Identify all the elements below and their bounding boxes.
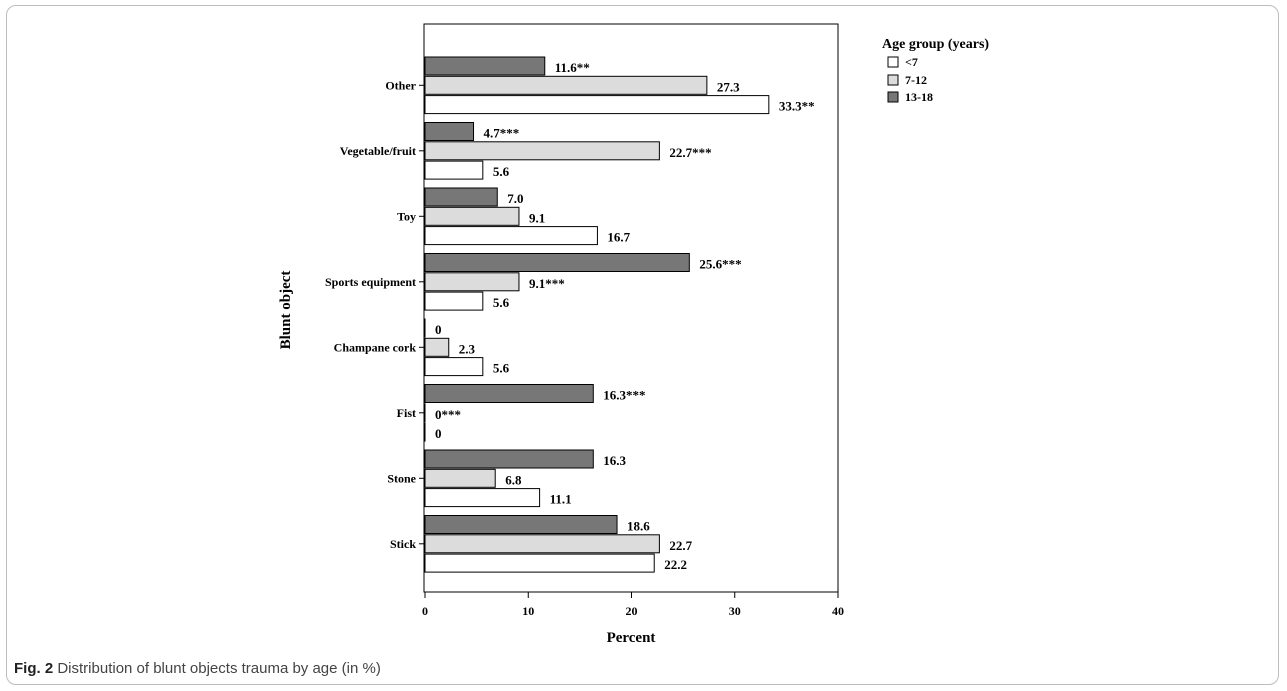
bar-stone-7to12	[424, 468, 496, 488]
bar-stick-7to12	[424, 534, 660, 554]
legend-title: Age group (years)	[882, 37, 989, 52]
bar-fist-13to18	[424, 384, 594, 403]
bar-stone-13to18	[424, 449, 594, 469]
data-label-fist-lt7: 0	[435, 426, 442, 441]
x-axis-label: Percent	[607, 630, 656, 646]
data-label-toy-13to18: 7.0	[507, 191, 523, 206]
caption-label: Fig. 2	[14, 660, 54, 677]
y-tick-label-stick: Stick	[390, 537, 416, 551]
data-label-champane-cork-lt7: 5.6	[493, 361, 510, 376]
data-label-sports-equipment-7to12: 9.1***	[529, 276, 565, 291]
y-tick-label-toy: Toy	[397, 209, 416, 223]
legend-swatch-7to12	[887, 74, 899, 86]
caption-text: Distribution of blunt objects trauma by …	[57, 660, 381, 677]
bar-sports-equipment-13to18	[424, 253, 690, 272]
data-label-stone-lt7: 11.1	[550, 492, 572, 507]
legend: Age group (years) <7 7-12 13-18	[882, 37, 989, 104]
data-label-vegetable-fruit-13to18: 4.7***	[484, 126, 520, 141]
data-label-stick-13to18: 18.6	[627, 519, 650, 534]
data-label-stone-7to12: 6.8	[505, 472, 522, 487]
data-label-other-13to18: 11.6**	[555, 60, 590, 75]
data-label-vegetable-fruit-7to12: 22.7***	[669, 145, 711, 160]
data-label-vegetable-fruit-lt7: 5.6	[493, 164, 510, 179]
bar-champane-cork-lt7	[424, 357, 484, 377]
y-tick-label-vegetable-fruit: Vegetable/fruit	[340, 144, 416, 158]
bar-stone-lt7	[424, 488, 541, 508]
data-label-stone-13to18: 16.3	[603, 453, 626, 468]
data-label-other-7to12: 27.3	[717, 79, 740, 94]
x-tick-label-40: 40	[832, 604, 844, 618]
bar-toy-7to12	[424, 206, 520, 226]
legend-label-7to12: 7-12	[905, 73, 927, 87]
data-label-toy-7to12: 9.1	[529, 210, 545, 225]
x-tick-label-0: 0	[422, 604, 428, 618]
bar-vegetable-fruit-lt7	[424, 160, 484, 180]
figure-caption: Fig. 2 Distribution of blunt objects tra…	[14, 660, 381, 682]
y-axis-label: Blunt object	[278, 271, 294, 350]
y-tick-label-fist: Fist	[397, 406, 416, 420]
bar-sports-equipment-7to12	[424, 272, 520, 292]
bar-other-7to12	[424, 75, 708, 95]
x-tick-label-20: 20	[626, 604, 638, 618]
data-label-toy-lt7: 16.7	[607, 230, 630, 245]
data-label-stick-7to12: 22.7	[669, 538, 692, 553]
x-tick-label-10: 10	[522, 604, 534, 618]
data-label-fist-13to18: 16.3***	[603, 388, 645, 403]
legend-swatch-lt7	[887, 56, 899, 68]
legend-swatch-13to18	[887, 91, 899, 103]
bar-vegetable-fruit-13to18	[424, 122, 475, 141]
bar-toy-13to18	[424, 187, 498, 207]
legend-label-13to18: 13-18	[905, 90, 933, 104]
y-tick-label-sports-equipment: Sports equipment	[325, 275, 416, 289]
bar-stick-13to18	[424, 515, 618, 534]
data-label-champane-cork-7to12: 2.3	[459, 341, 476, 356]
data-label-champane-cork-13to18: 0	[435, 322, 442, 337]
bar-toy-lt7	[424, 226, 598, 246]
bar-other-lt7	[424, 95, 770, 115]
bar-stick-lt7	[424, 553, 655, 573]
figure-frame	[6, 5, 1279, 685]
y-tick-label-stone: Stone	[387, 471, 416, 485]
y-tick-label-other: Other	[385, 78, 416, 92]
bar-sports-equipment-lt7	[424, 291, 484, 311]
bar-chart: 11.6** 27.3 33.3** 4.7*** 22.7*** 5.6 7.0 9.1 16…	[278, 23, 989, 646]
bar-other-13to18	[424, 56, 546, 76]
x-tick-label-30: 30	[729, 604, 741, 618]
bar-vegetable-fruit-7to12	[424, 141, 660, 161]
data-label-sports-equipment-lt7: 5.6	[493, 295, 510, 310]
data-label-other-lt7: 33.3**	[779, 99, 815, 114]
data-label-stick-lt7: 22.2	[664, 557, 687, 572]
bar-champane-cork-7to12	[424, 337, 450, 357]
data-label-fist-7to12: 0***	[435, 407, 461, 422]
y-tick-label-champane-cork: Champane cork	[334, 340, 417, 354]
legend-label-lt7: <7	[905, 55, 918, 69]
data-label-sports-equipment-13to18: 25.6***	[699, 257, 741, 272]
